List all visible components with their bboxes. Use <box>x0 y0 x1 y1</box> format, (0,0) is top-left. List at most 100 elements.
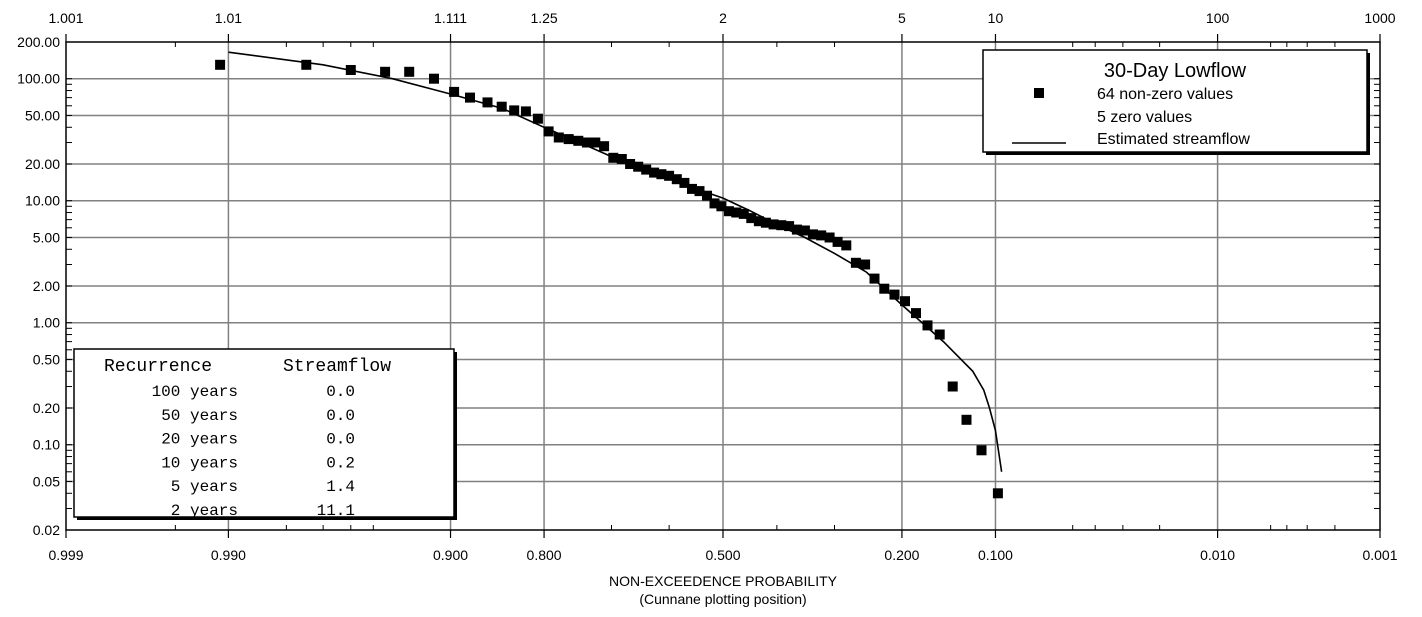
data-point <box>934 329 945 340</box>
x-tick-label: 0.010 <box>1200 547 1235 563</box>
return-period-ticks: 1.001 1.01 1.111 1.25 2 5 10 100 1000 <box>48 10 1396 47</box>
data-point <box>380 66 391 77</box>
data-point <box>808 229 818 240</box>
data-point <box>776 220 787 231</box>
data-point <box>625 159 636 169</box>
data-point <box>465 92 475 103</box>
data-point <box>599 141 610 152</box>
data-point <box>301 59 312 70</box>
data-point <box>563 134 574 145</box>
recurrence-table: Recurrence Streamflow 100 years 0.0 50 yea… <box>73 348 457 520</box>
data-point <box>633 161 644 172</box>
data-point <box>482 97 493 108</box>
table-shadow-right <box>454 352 457 520</box>
legend-shadow-right <box>1367 53 1370 155</box>
data-point <box>832 236 843 247</box>
data-point <box>860 259 871 270</box>
data-point <box>679 177 690 188</box>
legend-entry-estimated: Estimated streamflow <box>1097 131 1250 148</box>
y-tick-label: 20.00 <box>25 156 60 172</box>
data-point <box>947 381 958 392</box>
x-tick-label: 0.990 <box>211 547 246 563</box>
table-cell-recurrence: 20 years <box>161 431 238 449</box>
legend: 30-Day Lowflow 64 non-zero values 5 zero… <box>982 49 1370 155</box>
x-axis-ticks: 0.999 0.990 0.900 0.800 0.500 0.200 0.100 0.010… <box>48 525 1398 563</box>
table-box <box>73 348 455 518</box>
data-point <box>738 208 749 219</box>
y-tick-label: 50.00 <box>25 107 60 123</box>
data-point <box>520 106 531 117</box>
data-point <box>799 225 810 236</box>
data-point <box>992 488 1003 499</box>
x-tick-label: 0.200 <box>884 547 919 563</box>
return-period-label: 100 <box>1206 10 1230 26</box>
y-tick-label: 5.00 <box>33 229 60 245</box>
data-point <box>760 217 771 228</box>
data-point <box>824 232 835 243</box>
x-tick-label: 0.999 <box>48 547 83 563</box>
data-point <box>496 101 507 112</box>
data-point <box>961 414 972 425</box>
legend-entry-zero: 5 zero values <box>1097 109 1192 126</box>
legend-title: 30-Day Lowflow <box>1104 60 1247 82</box>
x-tick-label: 0.100 <box>978 547 1013 563</box>
table-cell-streamflow: 1.4 <box>326 478 355 496</box>
data-point <box>709 198 720 209</box>
data-point <box>543 126 554 137</box>
y-tick-label: 100.00 <box>17 71 60 87</box>
y-tick-label: 10.00 <box>25 193 60 209</box>
return-period-label: 1000 <box>1364 10 1395 26</box>
data-point <box>731 207 742 218</box>
return-period-label: 1.001 <box>48 10 83 26</box>
x-tick-label: 0.900 <box>433 547 468 563</box>
data-point <box>694 186 705 197</box>
x-tick-label: 0.800 <box>527 547 562 563</box>
data-point <box>671 174 682 185</box>
data-point <box>664 170 675 181</box>
data-point <box>716 201 727 212</box>
y-tick-label: 1.00 <box>33 315 60 331</box>
data-point <box>581 137 592 148</box>
data-point <box>922 320 933 331</box>
table-header-recurrence: Recurrence <box>104 357 212 377</box>
return-period-label: 1.01 <box>215 10 242 26</box>
data-point <box>573 135 584 146</box>
table-cell-streamflow: 0.0 <box>326 383 355 401</box>
table-cell-recurrence: 5 years <box>171 478 238 496</box>
table-cell-streamflow: 0.2 <box>326 454 355 472</box>
return-period-label: 2 <box>719 10 727 26</box>
y-tick-label: 0.10 <box>33 437 60 453</box>
return-period-label: 1.25 <box>530 10 557 26</box>
table-shadow-bottom <box>77 517 457 520</box>
y-tick-label: 0.50 <box>33 351 60 367</box>
y-axis-ticks: 200.00 100.00 50.00 20.00 10.00 5.00 2.00 1.00 0… <box>17 34 1380 538</box>
estimated-streamflow-line <box>228 51 1003 472</box>
data-point <box>816 230 827 241</box>
return-period-label: 10 <box>988 10 1004 26</box>
y-tick-label: 2.00 <box>33 278 60 294</box>
data-point <box>656 169 667 180</box>
plot-frame <box>65 41 1381 531</box>
y-tick-label: 200.00 <box>17 34 60 50</box>
table-cell-recurrence: 10 years <box>161 454 238 472</box>
data-point <box>723 206 734 217</box>
x-tick-label: 0.001 <box>1362 547 1397 563</box>
data-point <box>553 132 564 143</box>
legend-shadow-bottom <box>986 152 1370 155</box>
table-rows: 100 years 0.0 50 years 0.0 20 years 0.0 10 yea… <box>152 383 355 520</box>
data-point <box>784 221 795 232</box>
data-point <box>429 73 439 84</box>
data-point <box>850 257 861 268</box>
table-cell-recurrence: 2 years <box>171 502 238 520</box>
data-point <box>404 66 415 77</box>
data-point <box>608 152 619 163</box>
y-tick-label: 0.02 <box>33 522 60 538</box>
table-cell-streamflow: 0.0 <box>326 431 355 449</box>
data-point <box>879 283 890 294</box>
table-header-streamflow: Streamflow <box>283 357 391 377</box>
data-point <box>449 86 460 97</box>
data-point <box>869 273 880 284</box>
legend-box <box>982 49 1368 153</box>
data-points <box>215 59 1003 499</box>
data-point <box>641 164 652 175</box>
